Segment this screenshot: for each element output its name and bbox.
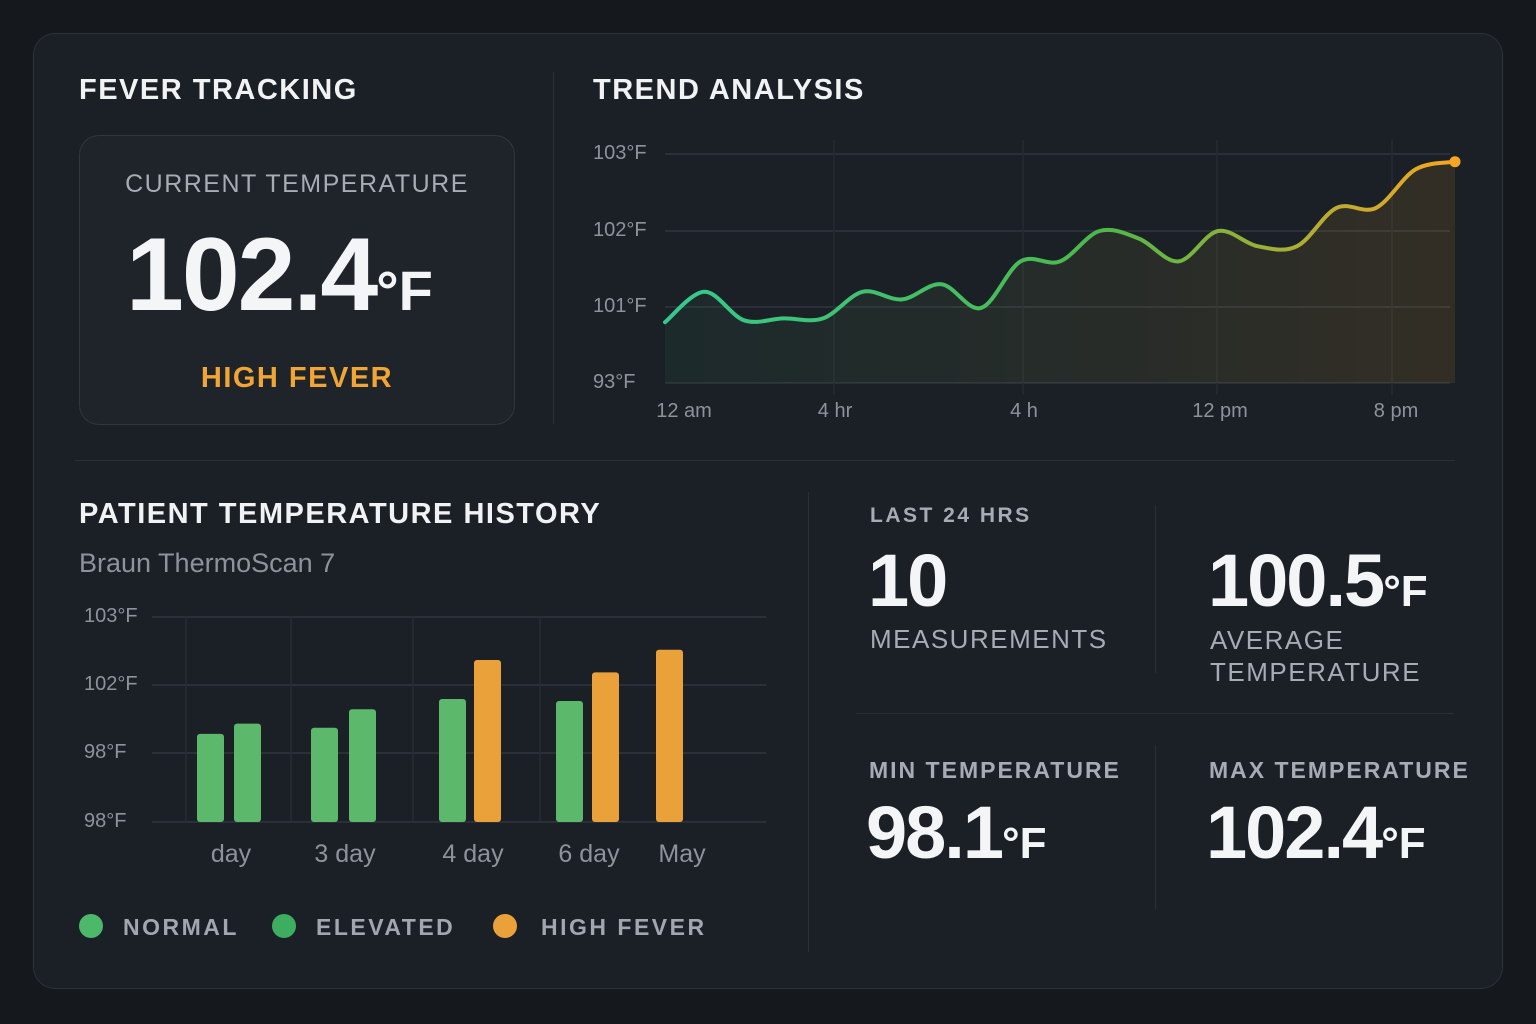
average-temperature-readout: 100.5°F bbox=[1208, 538, 1428, 623]
legend-label: NORMAL bbox=[123, 914, 239, 940]
x-category-label: day bbox=[210, 840, 252, 868]
y-tick-label: 103°F bbox=[593, 142, 647, 164]
current-temperature-value: 102.4 bbox=[126, 217, 378, 333]
bar-high[interactable] bbox=[592, 672, 619, 822]
x-category-label: 4 day bbox=[442, 840, 504, 868]
average-label-line: TEMPERATURE bbox=[1210, 657, 1422, 687]
divider bbox=[553, 72, 554, 424]
current-temperature-card: CURRENT TEMPERATURE 102.4°F HIGH FEVER bbox=[79, 135, 515, 425]
min-temperature-readout: 98.1°F bbox=[866, 790, 1047, 875]
legend-dot-elevated bbox=[272, 914, 296, 938]
y-tick-label: 101°F bbox=[593, 295, 647, 317]
divider bbox=[1155, 505, 1156, 673]
x-category-label: May bbox=[658, 840, 706, 868]
device-name: Braun ThermoScan 7 bbox=[79, 548, 336, 578]
legend-dot-high-fever bbox=[493, 914, 517, 938]
x-category-label: 6 day bbox=[558, 840, 620, 868]
trend-area bbox=[665, 161, 1455, 383]
temperature-bar-chart bbox=[152, 616, 766, 823]
divider bbox=[856, 713, 1454, 714]
bar-elevated[interactable] bbox=[234, 723, 261, 822]
current-temperature-label: CURRENT TEMPERATURE bbox=[125, 170, 469, 198]
y-tick-label: 102°F bbox=[84, 673, 138, 695]
divider bbox=[808, 492, 809, 952]
temperature-unit: °F bbox=[376, 259, 433, 322]
trend-line bbox=[663, 159, 1457, 325]
average-temperature-value: 100.5 bbox=[1208, 539, 1385, 622]
trend-analysis-title: TREND ANALYSIS bbox=[593, 74, 865, 106]
max-temperature-readout: 102.4°F bbox=[1206, 790, 1426, 875]
max-temperature-value: 102.4 bbox=[1206, 791, 1383, 874]
y-tick-label: 98°F bbox=[84, 810, 127, 832]
y-tick-label: 102°F bbox=[593, 219, 647, 241]
temperature-unit: °F bbox=[1383, 567, 1428, 616]
divider bbox=[1155, 745, 1156, 910]
legend-label: ELEVATED bbox=[316, 914, 456, 940]
y-tick-label: 93°F bbox=[593, 371, 636, 393]
current-temperature-readout: 102.4°F bbox=[126, 216, 433, 335]
temperature-unit: °F bbox=[1002, 819, 1047, 868]
average-temperature-label: AVERAGE TEMPERATURE bbox=[1210, 624, 1421, 688]
max-temperature-label: MAX TEMPERATURE bbox=[1209, 757, 1470, 783]
x-tick-label: 12 pm bbox=[1192, 400, 1248, 422]
bar-normal[interactable] bbox=[439, 699, 466, 822]
bar-normal[interactable] bbox=[556, 701, 583, 822]
y-tick-label: 98°F bbox=[84, 741, 127, 763]
legend-label: HIGH FEVER bbox=[541, 914, 707, 940]
bar-normal[interactable] bbox=[311, 727, 338, 822]
x-tick-label: 12 am bbox=[656, 400, 712, 422]
temperature-unit: °F bbox=[1381, 819, 1426, 868]
y-tick-label: 103°F bbox=[84, 605, 138, 627]
fever-tracking-title: FEVER TRACKING bbox=[79, 74, 358, 106]
min-temperature-label: MIN TEMPERATURE bbox=[869, 757, 1121, 783]
min-temperature-value: 98.1 bbox=[866, 791, 1004, 874]
x-tick-label: 4 h bbox=[1010, 400, 1038, 422]
average-label-line: AVERAGE bbox=[1210, 625, 1345, 655]
x-category-label: 3 day bbox=[314, 840, 376, 868]
history-title: PATIENT TEMPERATURE HISTORY bbox=[79, 498, 602, 530]
last-24-hrs-label: LAST 24 HRS bbox=[870, 504, 1032, 527]
bar-high[interactable] bbox=[474, 660, 501, 822]
latest-point-marker[interactable] bbox=[1449, 156, 1461, 168]
x-tick-label: 8 pm bbox=[1373, 400, 1419, 422]
divider bbox=[75, 460, 1455, 461]
measurements-label: MEASUREMENTS bbox=[870, 624, 1108, 654]
bar-normal[interactable] bbox=[197, 733, 224, 822]
measurements-count: 10 bbox=[868, 539, 948, 622]
trend-line-chart bbox=[663, 140, 1461, 395]
x-tick-label: 4 hr bbox=[817, 400, 853, 422]
bar-elevated[interactable] bbox=[349, 709, 376, 822]
fever-status-label: HIGH FEVER bbox=[200, 362, 394, 394]
legend-dot-normal bbox=[79, 914, 103, 938]
bar-high[interactable] bbox=[656, 649, 683, 822]
